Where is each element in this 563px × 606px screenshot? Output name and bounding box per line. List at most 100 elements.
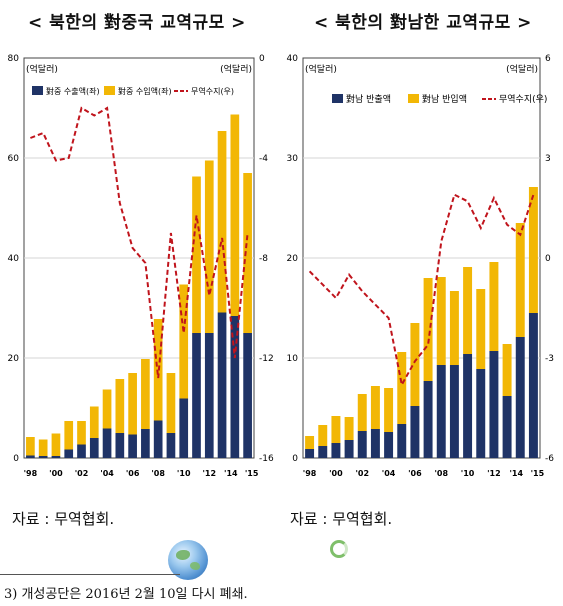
import-bar: [64, 421, 74, 450]
legend-import-swatch: [408, 94, 419, 103]
export-bar: [331, 443, 341, 458]
export-bar: [89, 438, 99, 458]
export-bar: [230, 316, 240, 458]
export-bar: [166, 433, 176, 458]
import-bar: [51, 433, 61, 456]
legend-import-label: 對중 수입액(좌): [118, 86, 172, 96]
china-trade-chart: 0 20 40 60 80 -16 -12 -8 -4 0 (억달러) (억달러) '98 '00 '02 '…: [8, 54, 274, 478]
y-right-tick-label: -4: [259, 154, 268, 164]
export-bar: [489, 351, 499, 458]
import-bar: [26, 437, 35, 456]
y-left-tick-label: 20: [287, 254, 299, 264]
export-bar: [64, 449, 74, 458]
y-right-tick-label: -8: [259, 254, 268, 264]
import-bar: [528, 187, 538, 313]
import-bar: [230, 114, 240, 316]
export-bar: [179, 398, 189, 458]
import-bar: [515, 223, 525, 337]
globe-icon: [168, 540, 208, 580]
x-tick-label: '15: [531, 469, 545, 478]
legend-import-swatch: [104, 86, 115, 95]
export-bar: [153, 420, 163, 458]
import-bar: [397, 352, 407, 424]
import-bar: [77, 421, 86, 445]
x-tick-label: '08: [151, 469, 165, 478]
import-bar: [436, 277, 446, 365]
y-left-unit-label: (억달러): [305, 63, 337, 75]
x-tick-label: '12: [487, 469, 501, 478]
x-tick-label: '98: [303, 469, 317, 478]
swirl-icon: [330, 540, 348, 558]
export-bar: [77, 444, 86, 458]
import-bar: [502, 344, 512, 396]
export-bar: [305, 449, 315, 458]
x-tick-label: '04: [100, 469, 114, 478]
footnote: 3) 개성공단은 2016년 2월 10일 다시 폐쇄.: [4, 587, 248, 602]
legend-export-swatch: [32, 86, 43, 95]
export-bar: [357, 431, 367, 458]
x-tick-label: '10: [177, 469, 191, 478]
import-bar: [217, 131, 227, 313]
export-bar: [384, 432, 394, 458]
import-bar: [102, 389, 112, 429]
export-bar: [51, 456, 61, 458]
y-left-tick-label: 60: [8, 154, 20, 164]
right-chart-title: < 북한의 對남한 교역규모 >: [314, 13, 532, 33]
legend-balance-label: 무역수지(우): [499, 94, 547, 105]
y-left-tick-label: 40: [287, 54, 299, 64]
y-right-tick-label: 0: [259, 54, 265, 64]
x-tick-label: '14: [509, 469, 523, 478]
import-bar: [370, 386, 380, 429]
right-source-note: 자료 : 무역협회.: [290, 510, 393, 528]
y-right-tick-label: 6: [545, 54, 551, 64]
x-tick-label: '08: [434, 469, 448, 478]
x-tick-label: '06: [126, 469, 140, 478]
balance-line: [308, 193, 535, 388]
import-bar: [449, 291, 459, 365]
import-bar: [89, 406, 99, 438]
import-bar: [384, 388, 394, 432]
export-bar: [528, 313, 538, 458]
left-source-note: 자료 : 무역협회.: [12, 510, 115, 528]
y-left-tick-label: 30: [287, 154, 299, 164]
x-tick-label: '12: [202, 469, 216, 478]
import-bar: [463, 267, 473, 354]
import-bar: [179, 284, 189, 399]
legend-import-label: 對남 반입액: [422, 93, 467, 105]
import-bar: [305, 436, 315, 449]
y-right-tick-label: -6: [545, 454, 554, 464]
import-bar: [410, 323, 420, 406]
y-left-tick-label: 40: [8, 254, 20, 264]
export-bar: [344, 440, 354, 458]
import-bar: [423, 278, 433, 381]
x-tick-label: '14: [224, 469, 238, 478]
y-right-tick-label: 3: [545, 154, 551, 164]
legend-export-swatch: [332, 94, 343, 103]
y-right-tick-label: -16: [259, 454, 274, 464]
export-bar: [463, 354, 473, 458]
export-bar: [26, 455, 35, 458]
import-bar: [243, 173, 252, 333]
y-right-tick-label: 0: [545, 254, 551, 264]
export-bar: [449, 365, 459, 458]
export-bar: [436, 365, 446, 458]
y-left-unit-label: (억달러): [26, 63, 58, 75]
legend-export-label: 對중 수출액(좌): [46, 86, 100, 96]
export-bar: [370, 429, 380, 458]
import-bar: [476, 289, 486, 369]
export-bar: [423, 381, 433, 458]
import-bar: [192, 176, 201, 333]
export-bar: [102, 428, 112, 458]
import-bar: [166, 373, 176, 433]
export-bar: [243, 333, 252, 458]
y-right-unit-label: (억달러): [220, 63, 252, 75]
south-korea-trade-chart: 0 10 20 30 40 -6 -3 0 3 6 (억달러) (억달러) '98 '00 '02 '04 '0…: [287, 54, 555, 478]
footnote-divider: [0, 574, 180, 575]
export-bar: [141, 429, 150, 458]
y-left-tick-label: 0: [13, 454, 19, 464]
export-bar: [128, 434, 137, 458]
balance-line: [30, 106, 249, 379]
legend-export-label: 對남 반출액: [346, 93, 391, 105]
import-bar: [331, 416, 341, 443]
y-right-tick-label: -3: [545, 354, 554, 364]
